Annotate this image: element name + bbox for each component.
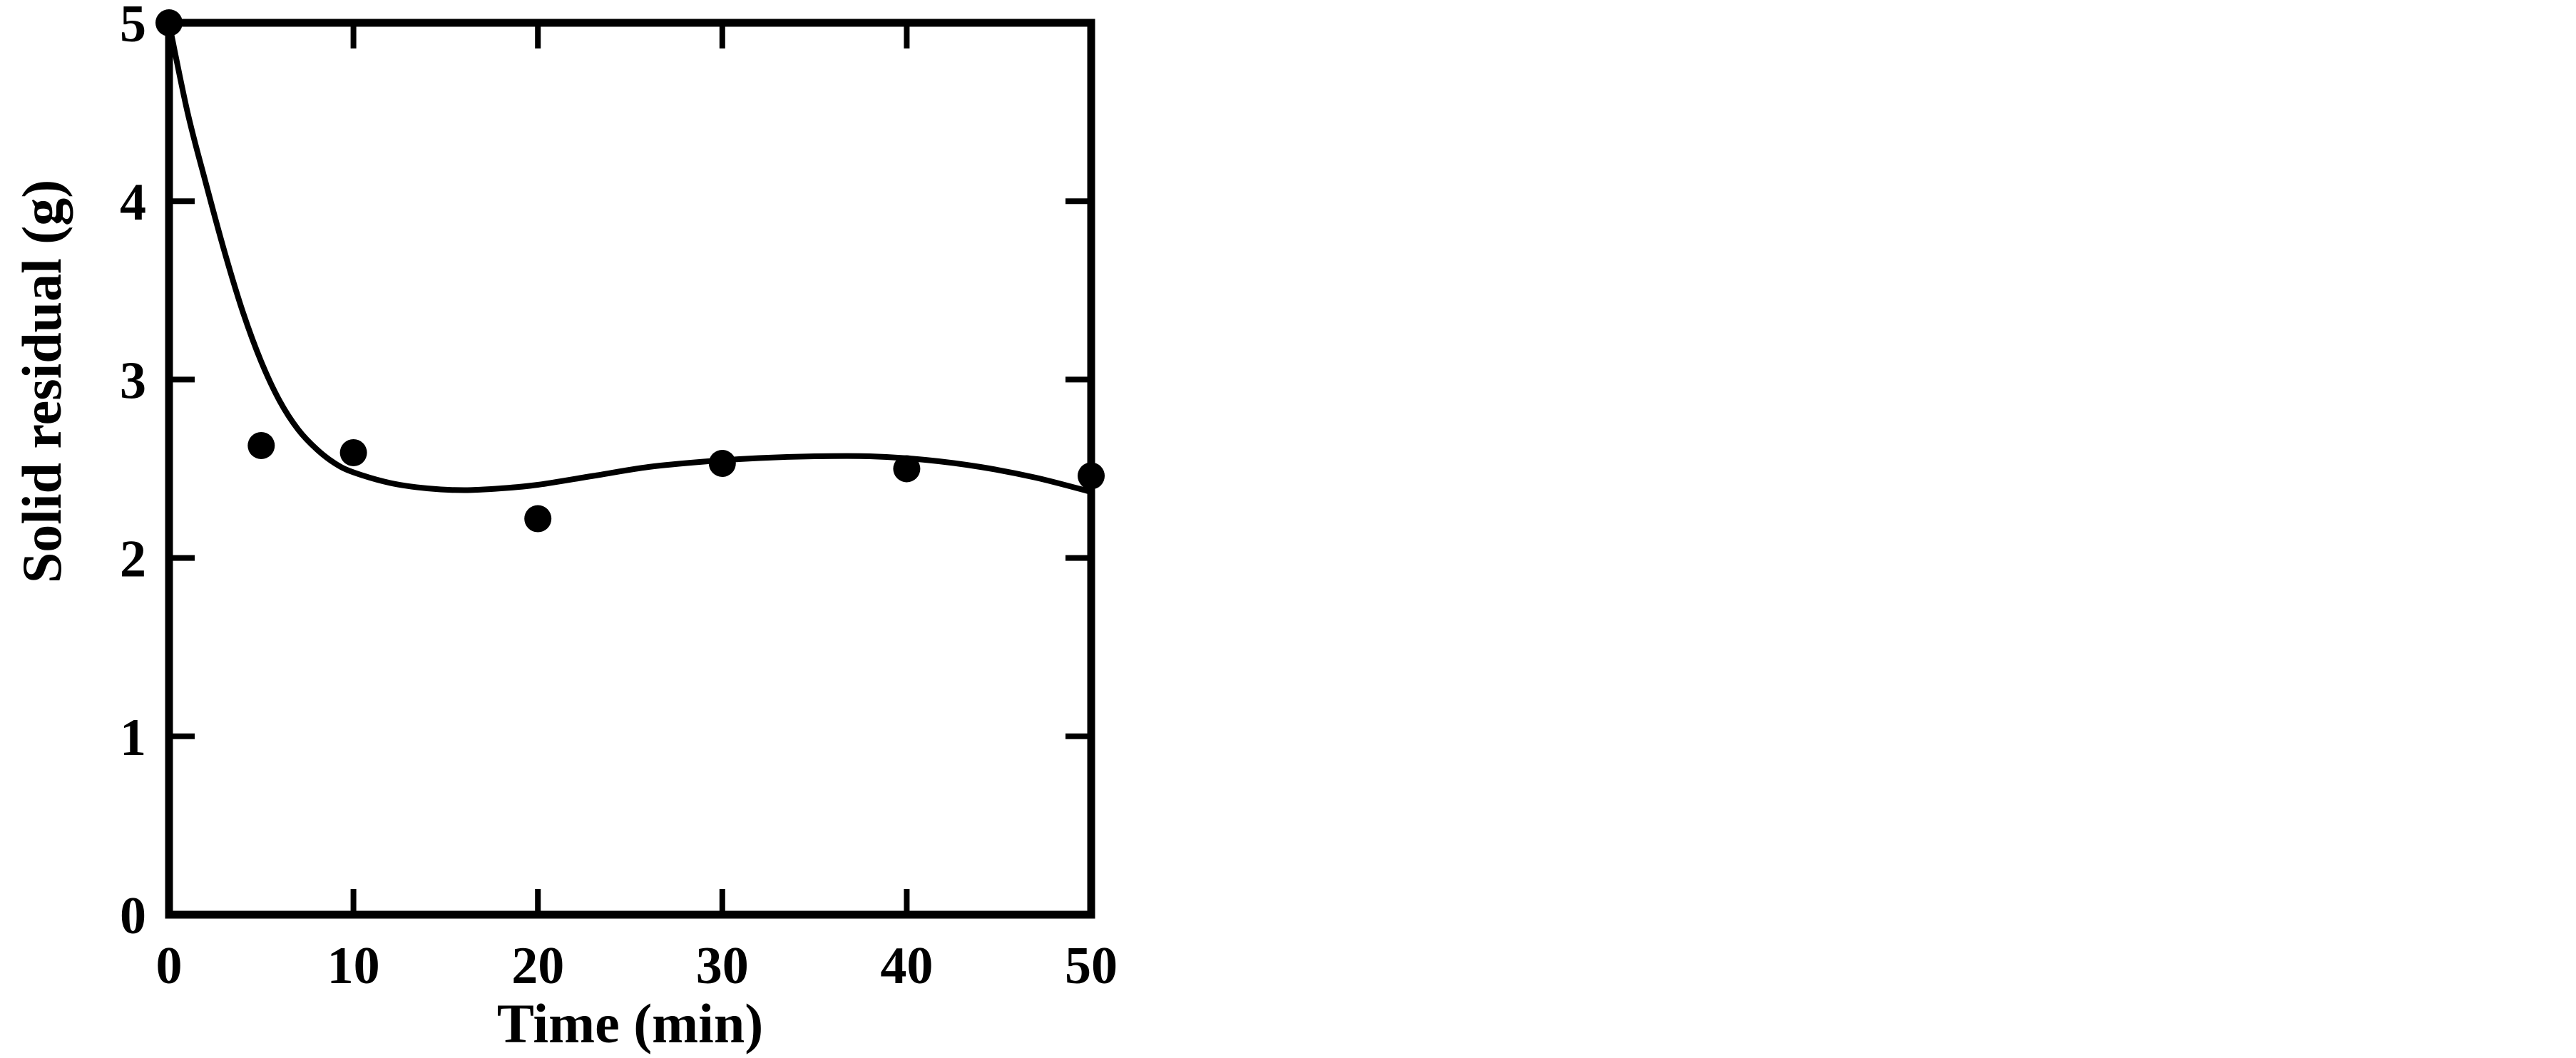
y-tick-label: 4 (120, 173, 146, 232)
data-point (247, 431, 275, 459)
y-tick-label: 5 (120, 0, 146, 53)
data-point (1078, 462, 1105, 490)
x-tick-label: 30 (696, 937, 749, 995)
y-tick-label: 2 (120, 530, 146, 589)
x-tick-label: 20 (511, 937, 564, 995)
y-tick-label: 1 (120, 709, 146, 767)
x-tick-label: 50 (1065, 937, 1118, 995)
y-tick-label: 0 (120, 887, 146, 945)
y-axis-title: Solid residual (g) (11, 180, 73, 583)
plot-area: 0 10 20 30 40 50 0 1 2 3 4 5 (120, 0, 1118, 995)
x-tick-label: 40 (880, 937, 933, 995)
data-point (524, 505, 552, 533)
x-axis-title: Time (min) (497, 992, 763, 1054)
y-tick-label: 3 (120, 351, 146, 410)
x-tick-label: 10 (327, 937, 380, 995)
data-point (339, 438, 367, 466)
fit-curve (166, 22, 1092, 495)
x-tick-label: 0 (156, 937, 183, 995)
data-point (155, 9, 183, 36)
data-point (708, 449, 736, 477)
data-point (893, 455, 921, 483)
